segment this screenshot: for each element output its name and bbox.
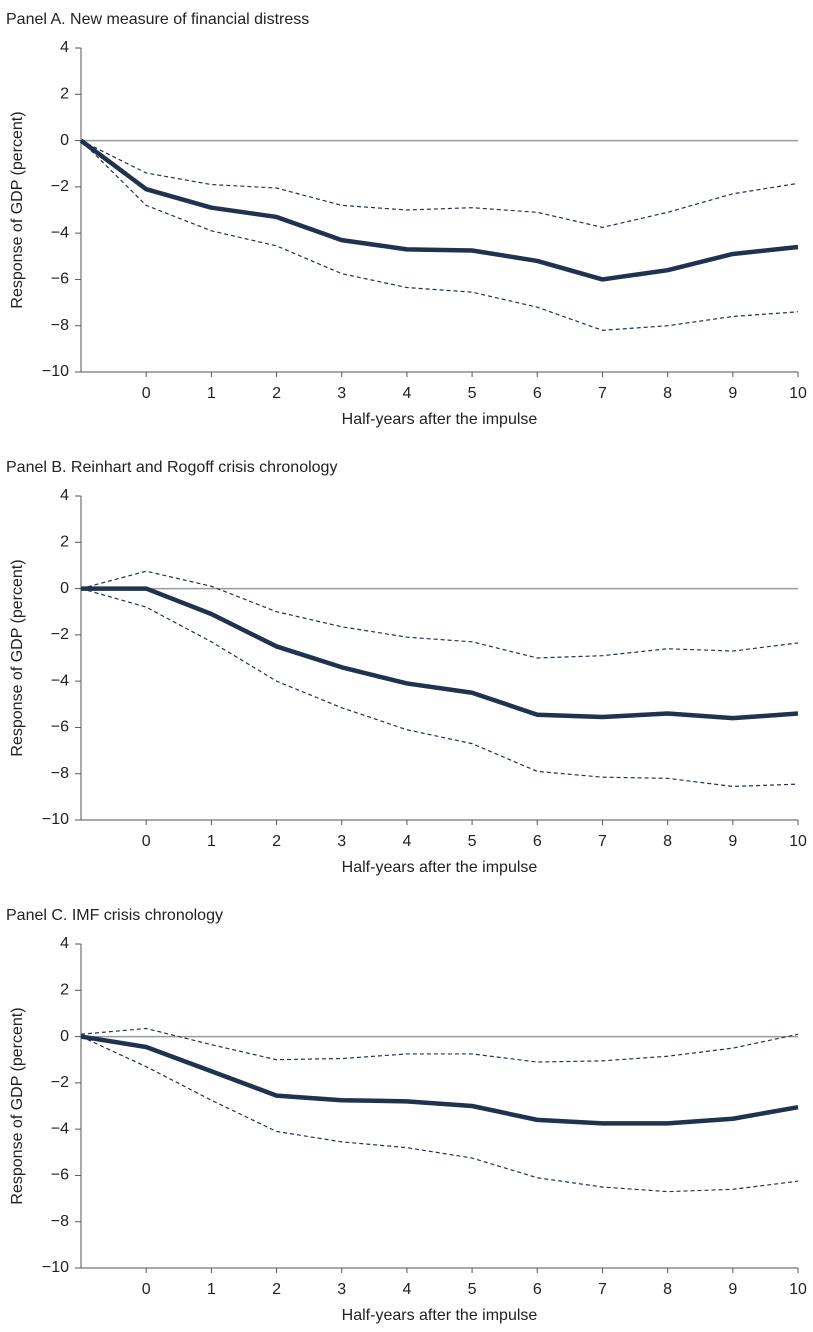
y-tick-label: 4 [60, 935, 69, 952]
x-tick-label: 0 [142, 1281, 151, 1298]
x-tick-label: 10 [789, 833, 807, 850]
y-tick-label: −2 [51, 626, 69, 643]
y-axis-label: Response of GDP (percent) [9, 1007, 26, 1204]
x-tick-label: 1 [207, 385, 216, 402]
confidence-band [80, 1036, 799, 1193]
x-tick-label: 6 [533, 833, 542, 850]
x-tick-label: 4 [402, 833, 411, 850]
x-tick-label: 2 [272, 1281, 281, 1298]
confidence-band [80, 1027, 799, 1063]
x-tick-label: 5 [468, 1281, 477, 1298]
confidence-band [80, 587, 799, 788]
y-tick-label: −2 [51, 178, 69, 195]
x-tick-label: 3 [337, 1281, 346, 1298]
y-tick-label: −8 [51, 765, 69, 782]
y-tick-label: −10 [42, 363, 69, 380]
x-tick-label: 8 [663, 385, 672, 402]
x-tick-label: 8 [663, 833, 672, 850]
x-tick-label: 9 [728, 833, 737, 850]
y-tick-label: −6 [51, 719, 69, 736]
y-tick-label: 4 [60, 39, 69, 56]
confidence-band [80, 140, 799, 331]
y-tick-label: −4 [51, 1120, 69, 1137]
x-tick-label: 3 [337, 385, 346, 402]
x-tick-label: 10 [789, 385, 807, 402]
y-axis-label: Response of GDP (percent) [9, 559, 26, 756]
y-tick-label: 0 [60, 132, 69, 149]
estimate-line [80, 1034, 799, 1126]
x-tick-label: 2 [272, 385, 281, 402]
x-tick-label: 1 [207, 1281, 216, 1298]
x-tick-label: 2 [272, 833, 281, 850]
y-tick-label: −4 [51, 224, 69, 241]
chart-title: Panel A. New measure of financial distre… [6, 11, 309, 28]
x-tick-label: 6 [533, 385, 542, 402]
y-tick-label: 4 [60, 487, 69, 504]
confidence-band [80, 570, 799, 659]
y-tick-label: −10 [42, 1259, 69, 1276]
estimate-line [79, 138, 799, 282]
chart-title: Panel C. IMF crisis chronology [6, 907, 223, 924]
x-tick-label: 9 [728, 1281, 737, 1298]
y-tick-label: −6 [51, 271, 69, 288]
x-axis-label: Half-years after the impulse [342, 1307, 538, 1324]
x-tick-label: 3 [337, 833, 346, 850]
y-tick-label: 0 [60, 1028, 69, 1045]
x-tick-label: 7 [598, 833, 607, 850]
y-axis-label: Response of GDP (percent) [9, 111, 26, 308]
x-tick-label: 0 [142, 833, 151, 850]
y-tick-label: 2 [60, 534, 69, 551]
y-tick-label: −6 [51, 1167, 69, 1184]
y-tick-label: 2 [60, 86, 69, 103]
y-tick-label: −8 [51, 1213, 69, 1230]
x-tick-label: 7 [598, 385, 607, 402]
x-tick-label: 5 [468, 833, 477, 850]
estimate-line [81, 586, 799, 721]
chart-title: Panel B. Reinhart and Rogoff crisis chro… [6, 459, 337, 476]
x-tick-label: 4 [402, 385, 411, 402]
y-tick-label: −8 [51, 317, 69, 334]
x-tick-label: 8 [663, 1281, 672, 1298]
y-tick-label: 0 [60, 580, 69, 597]
x-tick-label: 9 [728, 385, 737, 402]
x-tick-label: 6 [533, 1281, 542, 1298]
confidence-band [80, 140, 799, 228]
x-tick-label: 10 [789, 1281, 807, 1298]
x-axis-label: Half-years after the impulse [342, 411, 538, 428]
y-tick-label: −2 [51, 1074, 69, 1091]
x-tick-label: 1 [207, 833, 216, 850]
x-tick-label: 4 [402, 1281, 411, 1298]
x-tick-label: 7 [598, 1281, 607, 1298]
y-tick-label: −4 [51, 672, 69, 689]
x-tick-label: 5 [468, 385, 477, 402]
x-tick-label: 0 [142, 385, 151, 402]
y-tick-label: −10 [42, 811, 69, 828]
x-axis-label: Half-years after the impulse [342, 859, 538, 876]
y-tick-label: 2 [60, 982, 69, 999]
